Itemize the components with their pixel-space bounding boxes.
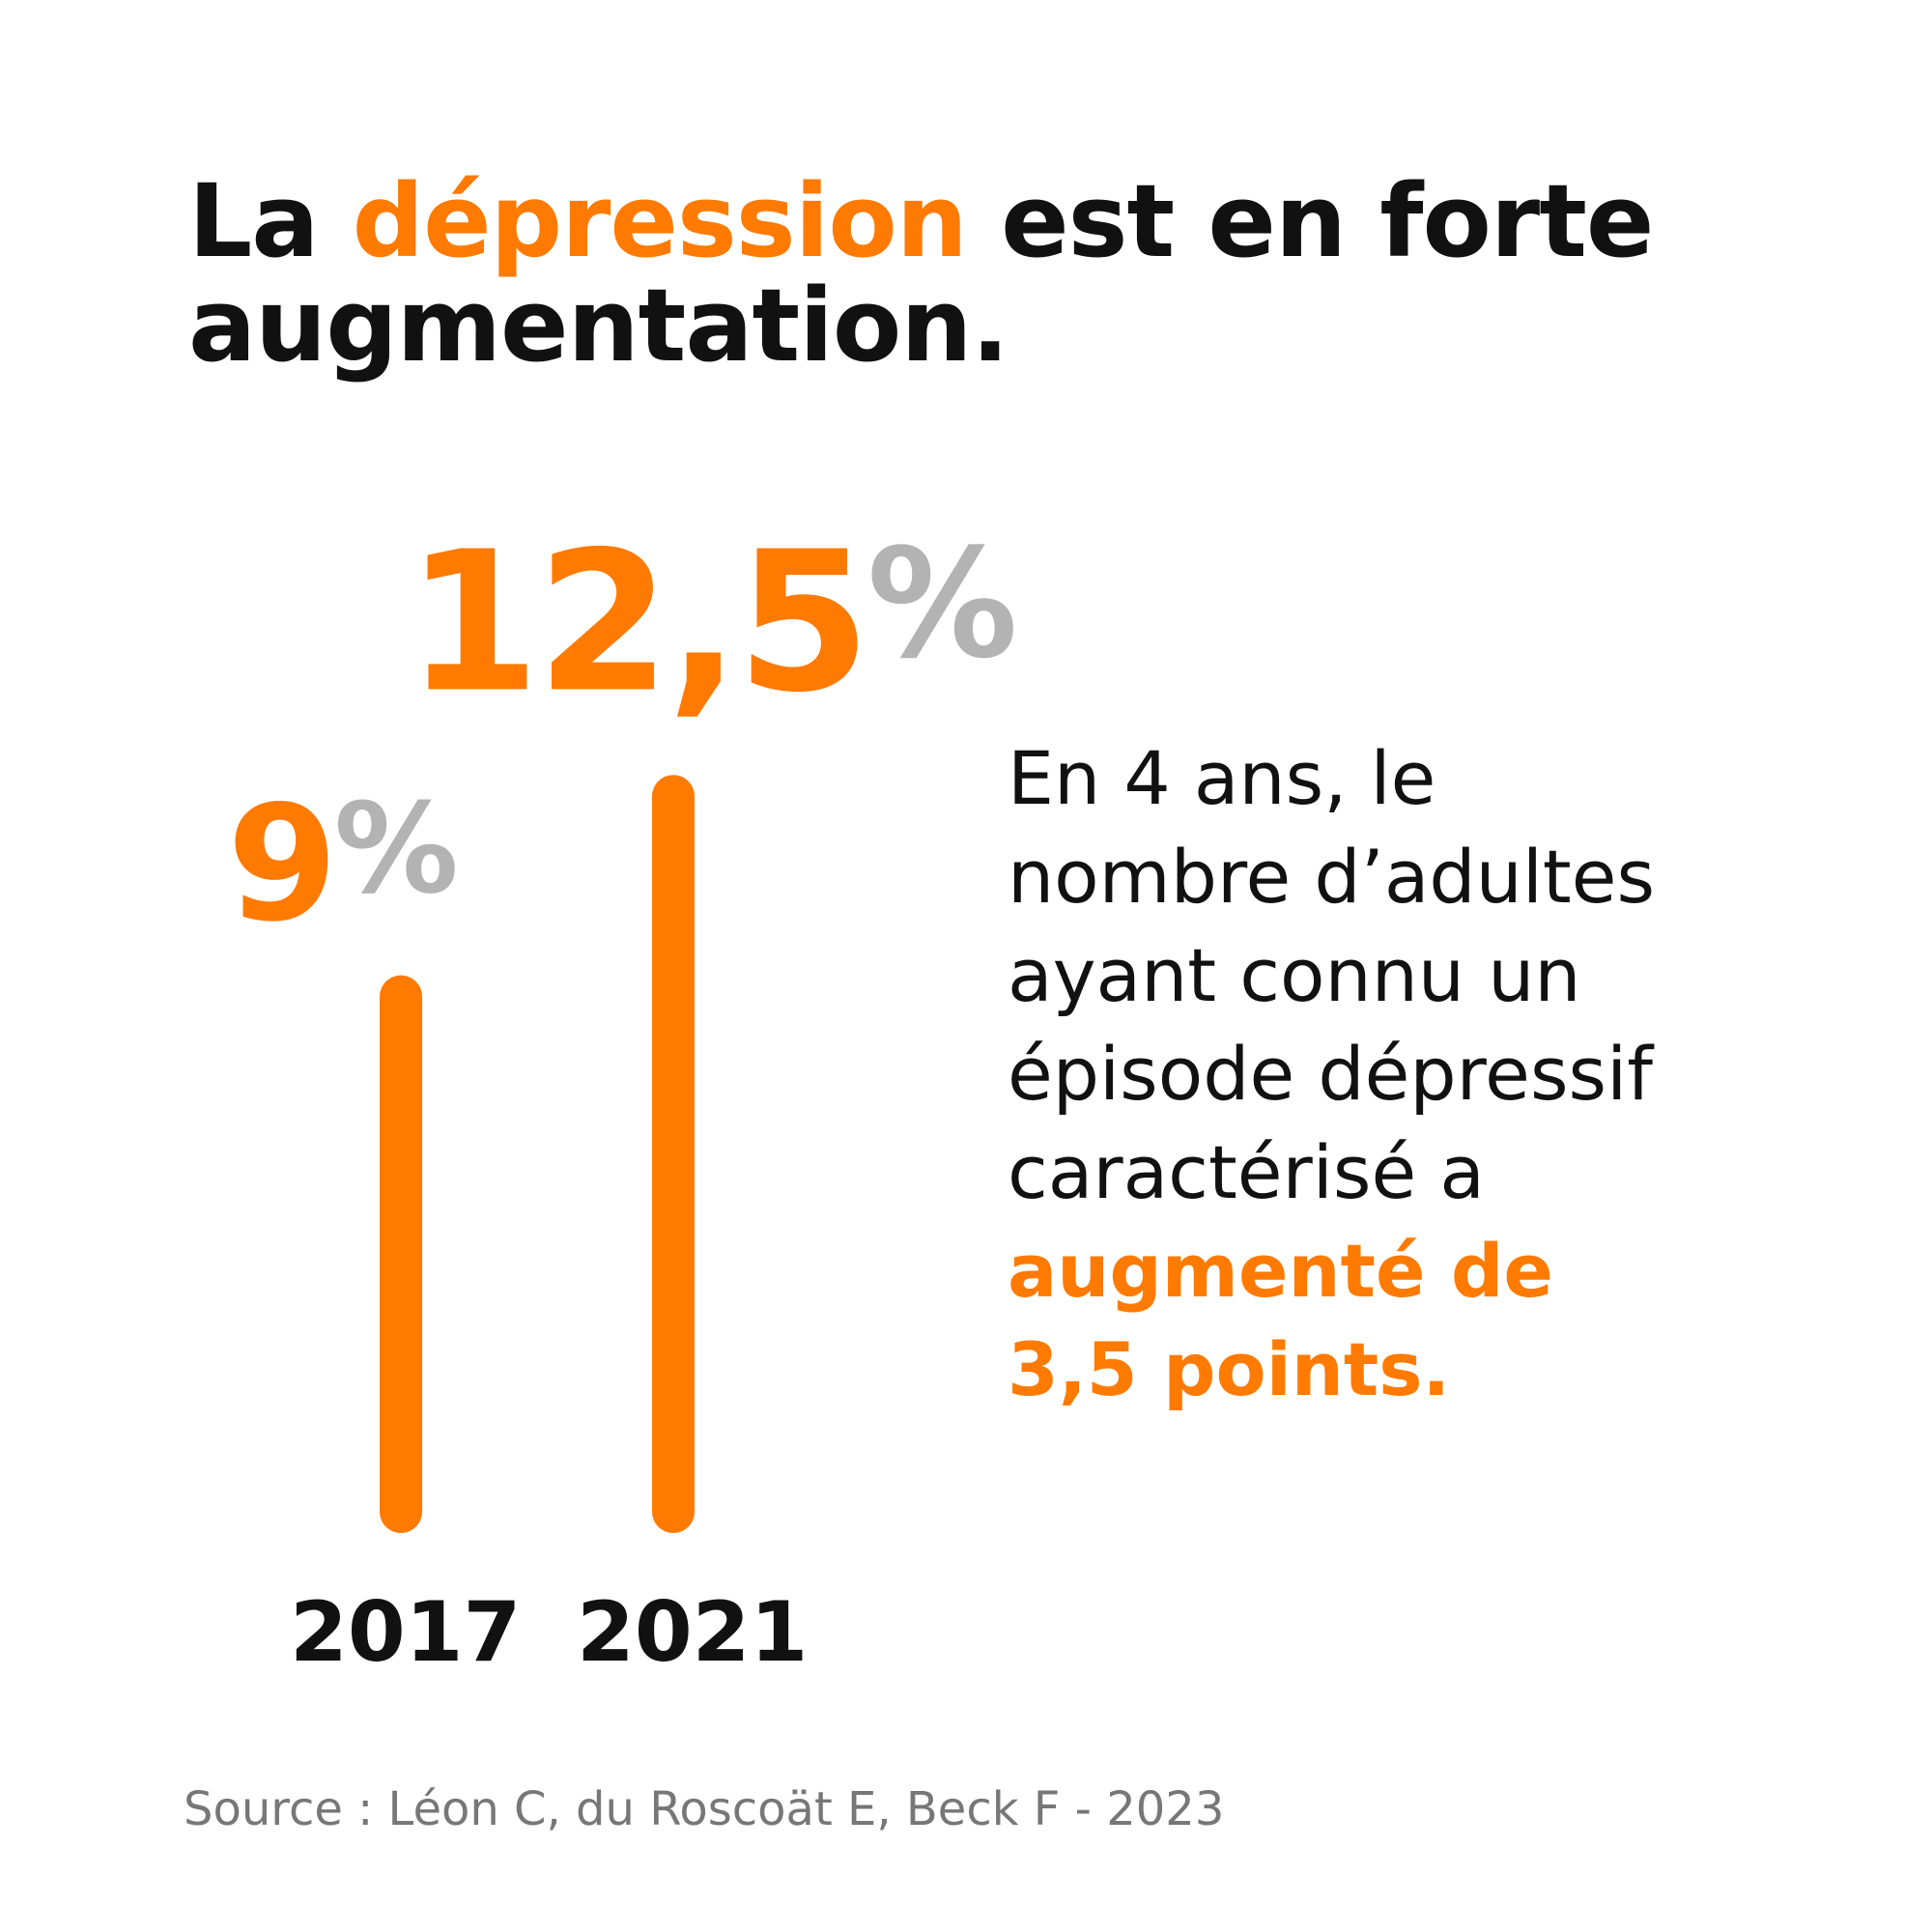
description-line: caractérisé a <box>1008 1129 1485 1215</box>
title-prefix: La <box>188 162 353 280</box>
description-line: nombre d’adultes <box>1008 834 1656 920</box>
description-line: épisode dépressif <box>1008 1031 1654 1117</box>
value-label-2017: 9% <box>227 763 459 951</box>
percent-sign-2017: % <box>333 778 459 922</box>
category-label-2017: 2017 <box>290 1584 522 1681</box>
value-2017: 9 <box>227 771 338 957</box>
description-highlight-line: 3,5 points. <box>1008 1326 1451 1412</box>
description-line: ayant connu un <box>1008 932 1581 1018</box>
description-highlight-line: augmenté de <box>1008 1228 1553 1314</box>
source-citation: Source : Léon C, du Roscoät E, Beck F - … <box>184 1782 1225 1836</box>
value-2021: 12,5 <box>406 510 870 736</box>
page-title: La dépression est en forte augmentation. <box>188 169 1782 378</box>
title-highlight: dépression <box>352 162 968 280</box>
title-suffix: est en forte augmentation. <box>188 162 1654 384</box>
description-line: En 4 ans, le <box>1008 735 1436 821</box>
value-label-2021: 12,5% <box>406 497 1018 729</box>
description-text: En 4 ans, le nombre d’adultes ayant conn… <box>1008 729 1877 1419</box>
percent-sign-2021: % <box>867 516 1018 692</box>
category-label-2021: 2021 <box>577 1584 809 1681</box>
